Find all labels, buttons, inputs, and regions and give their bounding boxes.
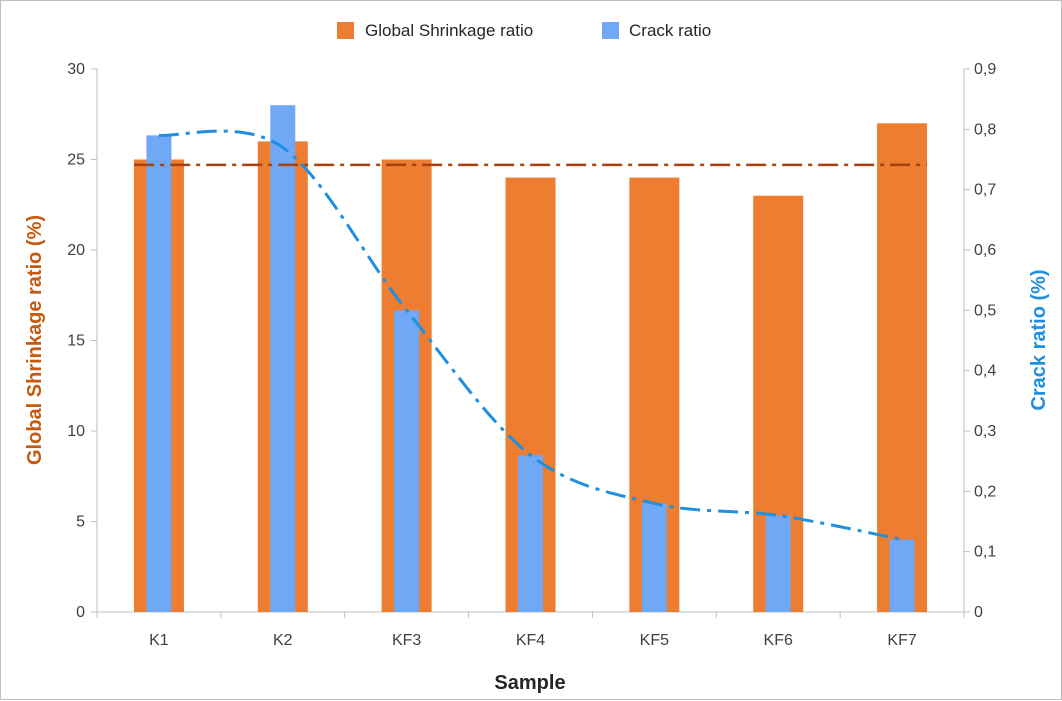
y-left-tick-label: 30 (67, 61, 85, 78)
y-axis-title-right: Crack ratio (%) (1028, 269, 1050, 410)
chart-tick-labels: 0 5 10 15 20 25 30 0 0,1 0,2 0,3 0,4 0,5 0,6 0,7 0,8 0,9… (67, 61, 996, 649)
y-right-tick-label: 0,9 (974, 61, 996, 78)
bar-crack-ratio (518, 455, 543, 612)
x-tick-label: K2 (273, 632, 293, 649)
y-right-tick-label: 0,3 (974, 423, 996, 440)
bar-crack-ratio (270, 105, 296, 612)
bar-crack-ratio (765, 515, 791, 612)
bar-crack-ratio (394, 310, 420, 612)
x-axis-title: Sample (494, 672, 565, 694)
x-tick-label: KF6 (764, 632, 793, 649)
x-tick-label: K1 (149, 632, 169, 649)
y-left-tick-label: 15 (67, 333, 85, 350)
y-right-tick-label: 0 (974, 604, 983, 621)
chart-legend: Global Shrinkage ratio Crack ratio (337, 21, 711, 40)
y-right-tick-label: 0,6 (974, 242, 996, 259)
bar-crack-ratio (146, 135, 172, 612)
chart-trendlines (134, 129, 927, 542)
legend-label-crack-ratio: Crack ratio (629, 21, 711, 40)
y-left-tick-label: 25 (67, 152, 85, 169)
bar-crack-ratio (641, 503, 667, 612)
y-axis-title-left: Global Shrinkage ratio (%) (24, 215, 46, 465)
legend-swatch-global-shrinkage (337, 22, 354, 39)
y-left-tick-label: 0 (76, 604, 85, 621)
x-tick-label: KF3 (392, 632, 421, 649)
y-right-tick-label: 0,1 (974, 544, 996, 561)
trendline-crack-ratio (158, 129, 903, 542)
y-right-tick-label: 0,4 (974, 363, 996, 380)
x-tick-label: KF7 (887, 632, 916, 649)
y-right-tick-label: 0,5 (974, 302, 996, 319)
bar-crack-ratio (889, 539, 915, 612)
y-left-tick-label: 10 (67, 423, 85, 440)
legend-swatch-crack-ratio (602, 22, 619, 39)
y-left-tick-label: 20 (67, 242, 85, 259)
y-right-tick-label: 0,7 (974, 182, 996, 199)
bar-global-shrinkage (877, 123, 928, 613)
x-tick-label: KF4 (516, 632, 545, 649)
y-right-tick-label: 0,2 (974, 483, 996, 500)
y-left-tick-label: 5 (76, 514, 85, 531)
x-tick-label: KF5 (640, 632, 669, 649)
chart-bars (133, 105, 928, 613)
legend-label-global-shrinkage: Global Shrinkage ratio (365, 21, 533, 40)
y-right-tick-label: 0,8 (974, 121, 996, 138)
